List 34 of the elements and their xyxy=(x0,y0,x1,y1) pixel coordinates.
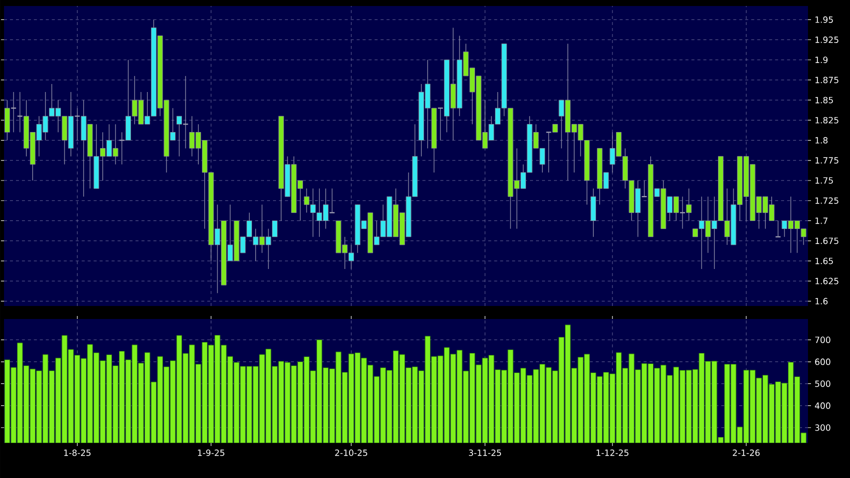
candlestick xyxy=(546,132,552,173)
x-tick-label: 2-1-26 xyxy=(732,450,760,456)
x-tick-label: 2-10-25 xyxy=(335,450,368,456)
y-tick-label: 1.95 xyxy=(815,16,833,23)
y-tick-label: 1.9 xyxy=(815,56,828,64)
x-tick-label: 1-8-25 xyxy=(64,450,91,456)
y-tick-label: 1.675 xyxy=(815,238,838,244)
y-tick-label: 1.925 xyxy=(815,36,838,44)
y-tick-label: 500 xyxy=(815,380,830,387)
y-tick-label: 1.625 xyxy=(815,278,838,284)
x-tick-label: 3-11-25 xyxy=(468,450,501,456)
candlestick xyxy=(118,132,125,165)
y-tick-label: 1.6 xyxy=(815,298,828,304)
x-tick-label: 1-9-25 xyxy=(198,450,224,456)
x-tick-label: 1-12-25 xyxy=(596,450,628,456)
y-tick-label: 1.65 xyxy=(815,258,833,264)
y-tick-label: 600 xyxy=(815,358,830,366)
candlestick xyxy=(74,108,80,141)
candlestick xyxy=(679,196,686,230)
y-tick-label: 1.85 xyxy=(815,96,833,104)
y-tick-label: 1.8 xyxy=(815,137,828,144)
y-tick-label: 1.7 xyxy=(815,218,828,224)
candlestick xyxy=(182,76,189,149)
y-tick-label: 400 xyxy=(814,402,830,409)
y-tick-label: 1.875 xyxy=(815,76,838,84)
candlestick xyxy=(774,220,782,238)
candlestick xyxy=(16,92,24,133)
y-tick-label: 1.725 xyxy=(815,197,838,204)
candlestick xyxy=(329,188,336,214)
y-tick-label: 1.825 xyxy=(815,116,838,124)
y-tick-label: 1.775 xyxy=(815,157,838,164)
y-tick-label: 300 xyxy=(815,424,830,431)
y-tick-label: 700 xyxy=(815,336,830,344)
y-tick-label: 1.75 xyxy=(815,177,833,184)
